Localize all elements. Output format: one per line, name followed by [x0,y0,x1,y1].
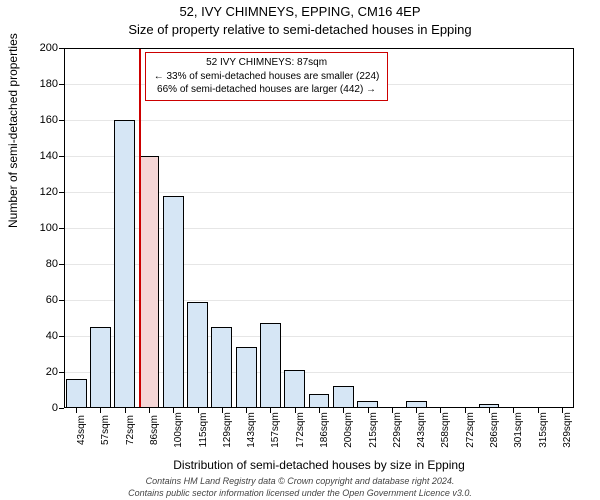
ytick-label: 40 [46,330,64,342]
xtick-label: 72sqm [125,415,136,445]
xtick-mark [100,408,101,413]
plot-area: 020406080100120140160180200 43sqm57sqm72… [64,48,574,408]
xtick-label: 57sqm [100,415,111,445]
chart-subtitle: Size of property relative to semi-detach… [0,22,600,37]
ytick-label: 180 [40,78,64,90]
footer-line-1: Contains HM Land Registry data © Crown c… [0,476,600,486]
xtick-mark [149,408,150,413]
xtick-label: 315sqm [538,412,549,448]
xtick-label: 243sqm [416,412,427,448]
ytick-label: 200 [40,42,64,54]
annotation-line-1: 52 IVY CHIMNEYS: 87sqm [154,56,380,70]
ytick-label: 60 [46,294,64,306]
ytick-label: 160 [40,114,64,126]
ytick-label: 20 [46,366,64,378]
xtick-mark [76,408,77,413]
y-axis-label: Number of semi-detached properties [6,33,20,228]
plot-border [64,48,574,408]
ytick-label: 0 [52,402,64,414]
ytick-label: 120 [40,186,64,198]
xtick-label: 115sqm [198,413,209,448]
x-axis-label: Distribution of semi-detached houses by … [64,458,574,472]
ytick-label: 140 [40,150,64,162]
xtick-label: 229sqm [392,412,403,448]
xtick-label: 200sqm [343,412,354,448]
annotation-line-2: ← 33% of semi-detached houses are smalle… [154,70,380,84]
annotation-line-3: 66% of semi-detached houses are larger (… [154,83,380,97]
xtick-label: 157sqm [270,412,281,448]
ytick-label: 100 [40,222,64,234]
xtick-label: 286sqm [489,412,500,448]
xtick-label: 301sqm [513,412,524,448]
xtick-label: 272sqm [465,412,476,448]
ytick-label: 80 [46,258,64,270]
xtick-label: 186sqm [319,412,330,448]
xtick-label: 43sqm [76,415,87,445]
xtick-label: 129sqm [222,412,233,448]
xtick-label: 172sqm [295,412,306,448]
xtick-label: 143sqm [246,412,257,448]
xtick-label: 100sqm [173,412,184,448]
xtick-label: 215sqm [368,412,379,448]
xtick-label: 329sqm [562,412,573,448]
xtick-mark [125,408,126,413]
annotation-box: 52 IVY CHIMNEYS: 87sqm← 33% of semi-deta… [145,52,389,101]
xtick-label: 258sqm [440,412,451,448]
chart-title: 52, IVY CHIMNEYS, EPPING, CM16 4EP [0,4,600,19]
footer-line-2: Contains public sector information licen… [0,488,600,498]
xtick-label: 86sqm [149,415,160,445]
